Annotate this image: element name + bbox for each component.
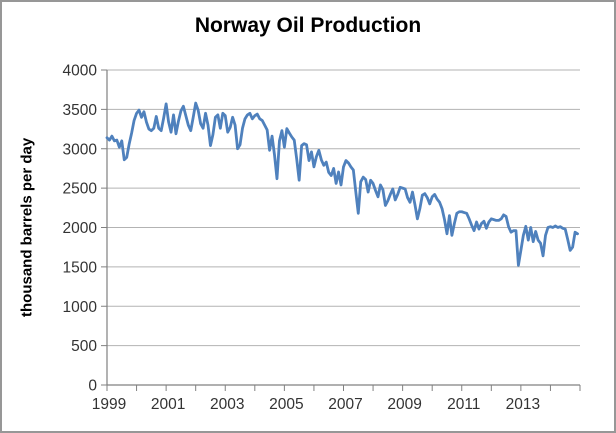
y-tick-label-2000: 2000 [63,220,98,237]
y-tick-label-3000: 3000 [63,141,98,158]
y-tick-label-3500: 3500 [63,102,98,119]
chart-title: Norway Oil Production [194,14,422,37]
x-tick-label-1999: 1999 [92,396,126,413]
y-tick-label-1500: 1500 [63,259,98,276]
y-tick-label-4000: 4000 [63,63,98,80]
production-data-line [105,101,579,267]
x-tick-label-2005: 2005 [269,396,303,413]
x-tick-label-2007: 2007 [328,396,362,413]
x-tick-label-2001: 2001 [151,396,185,413]
x-tick-label-2013: 2013 [506,396,540,413]
y-tick-label-2500: 2500 [63,181,98,198]
y-tick-label-500: 500 [71,338,97,355]
x-tick-label-2011: 2011 [447,396,480,413]
x-tick-label-2009: 2009 [387,396,421,413]
y-tick-label-0: 0 [88,378,97,395]
x-tick-label-2003: 2003 [210,396,244,413]
y-tick-label-1000: 1000 [63,299,98,316]
